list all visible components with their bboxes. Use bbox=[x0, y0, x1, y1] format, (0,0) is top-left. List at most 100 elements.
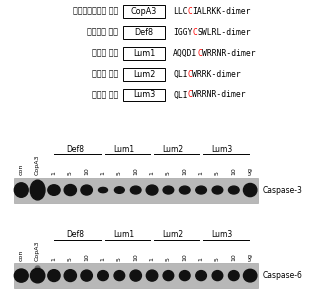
Text: 1: 1 bbox=[100, 172, 106, 176]
Text: 10: 10 bbox=[84, 253, 89, 261]
Ellipse shape bbox=[64, 184, 77, 196]
Text: 1: 1 bbox=[51, 172, 57, 176]
Ellipse shape bbox=[196, 186, 206, 194]
Text: C: C bbox=[197, 49, 202, 58]
Text: 1: 1 bbox=[198, 257, 204, 261]
Ellipse shape bbox=[212, 186, 223, 194]
Text: 5: 5 bbox=[166, 257, 171, 261]
Ellipse shape bbox=[48, 270, 60, 281]
Ellipse shape bbox=[146, 185, 158, 195]
Text: con: con bbox=[19, 164, 24, 176]
Text: con: con bbox=[19, 250, 24, 261]
Ellipse shape bbox=[81, 270, 92, 281]
Ellipse shape bbox=[98, 187, 108, 193]
Ellipse shape bbox=[81, 185, 92, 195]
Ellipse shape bbox=[98, 271, 108, 281]
Bar bbox=[14, 178, 258, 203]
Ellipse shape bbox=[14, 269, 28, 282]
Text: 1: 1 bbox=[149, 257, 155, 261]
Text: 지렁이 유래: 지렁이 유래 bbox=[92, 49, 118, 58]
Text: ug: ug bbox=[248, 168, 253, 176]
Text: Lum1: Lum1 bbox=[114, 230, 135, 240]
Ellipse shape bbox=[244, 269, 257, 282]
Text: 5: 5 bbox=[117, 257, 122, 261]
Text: Lum3: Lum3 bbox=[212, 145, 233, 154]
Text: AQQDI: AQQDI bbox=[173, 49, 198, 58]
Text: 10: 10 bbox=[182, 253, 187, 261]
Text: 5: 5 bbox=[68, 172, 73, 176]
Ellipse shape bbox=[30, 268, 45, 283]
Text: C: C bbox=[188, 7, 193, 16]
Text: 5: 5 bbox=[215, 172, 220, 176]
Ellipse shape bbox=[64, 270, 77, 281]
Ellipse shape bbox=[163, 186, 174, 194]
Bar bbox=[123, 5, 165, 18]
Text: CopA3: CopA3 bbox=[35, 155, 40, 176]
Text: QLI: QLI bbox=[173, 91, 188, 99]
Ellipse shape bbox=[229, 186, 239, 194]
Text: Lum1: Lum1 bbox=[114, 145, 135, 154]
Text: Def8: Def8 bbox=[135, 28, 154, 37]
Ellipse shape bbox=[146, 270, 158, 281]
Text: 10: 10 bbox=[231, 253, 236, 261]
Text: Lum1: Lum1 bbox=[133, 49, 155, 58]
Text: Lum3: Lum3 bbox=[133, 91, 155, 99]
Ellipse shape bbox=[30, 180, 45, 200]
Bar bbox=[123, 68, 165, 81]
Text: WRRNR-dimer: WRRNR-dimer bbox=[202, 49, 256, 58]
Ellipse shape bbox=[130, 270, 142, 281]
Bar bbox=[14, 263, 258, 288]
Text: 1: 1 bbox=[51, 257, 57, 261]
Ellipse shape bbox=[35, 266, 40, 271]
Text: 10: 10 bbox=[133, 168, 138, 176]
Text: ug: ug bbox=[248, 253, 253, 261]
Ellipse shape bbox=[114, 187, 124, 193]
Ellipse shape bbox=[130, 186, 141, 194]
Ellipse shape bbox=[163, 271, 174, 281]
Text: 10: 10 bbox=[231, 168, 236, 176]
Text: Caspase-3: Caspase-3 bbox=[263, 186, 302, 194]
Bar bbox=[123, 26, 165, 39]
Text: Lum3: Lum3 bbox=[212, 230, 233, 240]
Text: 1: 1 bbox=[149, 172, 155, 176]
Bar bbox=[123, 88, 165, 101]
Text: Def8: Def8 bbox=[66, 145, 84, 154]
Text: C: C bbox=[188, 91, 193, 99]
Ellipse shape bbox=[196, 271, 206, 281]
Text: CopA3: CopA3 bbox=[35, 240, 40, 261]
Text: Caspase-6: Caspase-6 bbox=[263, 271, 302, 280]
Text: 5: 5 bbox=[166, 172, 171, 176]
Ellipse shape bbox=[180, 186, 190, 194]
Ellipse shape bbox=[229, 271, 239, 281]
Ellipse shape bbox=[14, 183, 28, 197]
Text: 지렁이 유래: 지렁이 유래 bbox=[92, 70, 118, 78]
Ellipse shape bbox=[114, 271, 125, 281]
Text: 1: 1 bbox=[198, 172, 204, 176]
Text: 10: 10 bbox=[84, 168, 89, 176]
Text: Def8: Def8 bbox=[66, 230, 84, 240]
Text: 지렁이 유래: 지렁이 유래 bbox=[92, 91, 118, 99]
Text: Lum2: Lum2 bbox=[163, 230, 184, 240]
Text: C: C bbox=[192, 28, 197, 37]
Text: LLC: LLC bbox=[173, 7, 188, 16]
Ellipse shape bbox=[212, 271, 223, 281]
Text: IGGY: IGGY bbox=[173, 28, 193, 37]
Text: C: C bbox=[188, 70, 193, 78]
Text: 5: 5 bbox=[68, 257, 73, 261]
Bar bbox=[123, 47, 165, 60]
Ellipse shape bbox=[244, 183, 257, 197]
Text: IALRKK-dimer: IALRKK-dimer bbox=[192, 7, 251, 16]
Text: 5: 5 bbox=[117, 172, 122, 176]
Text: CopA3: CopA3 bbox=[131, 7, 157, 16]
Text: 무당벌레 유래: 무당벌레 유래 bbox=[87, 28, 118, 37]
Text: WRRK-dimer: WRRK-dimer bbox=[192, 70, 241, 78]
Text: 1: 1 bbox=[100, 257, 106, 261]
Text: Lum2: Lum2 bbox=[163, 145, 184, 154]
Text: Lum2: Lum2 bbox=[133, 70, 155, 78]
Ellipse shape bbox=[180, 271, 190, 281]
Text: 10: 10 bbox=[182, 168, 187, 176]
Text: 5: 5 bbox=[215, 257, 220, 261]
Text: SWLRL-dimer: SWLRL-dimer bbox=[197, 28, 251, 37]
Text: 10: 10 bbox=[133, 253, 138, 261]
Ellipse shape bbox=[48, 185, 60, 195]
